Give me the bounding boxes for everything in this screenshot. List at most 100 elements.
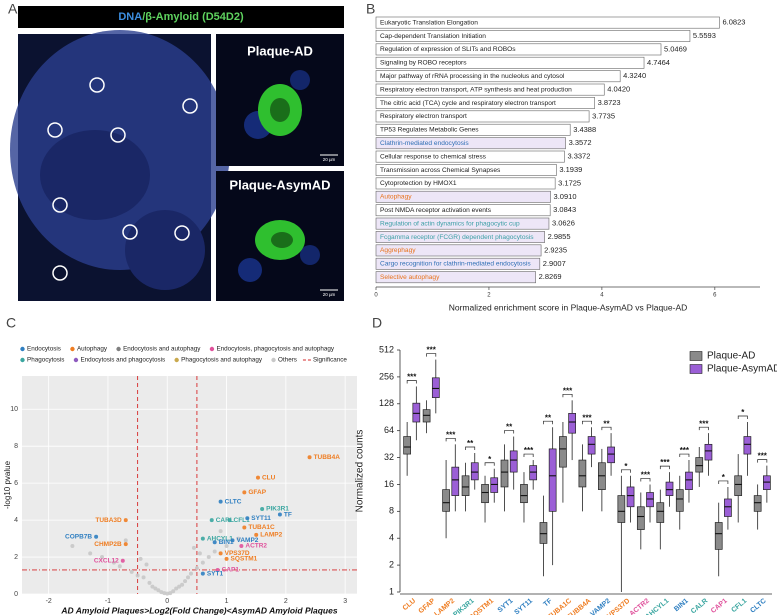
panel-label: C [6,315,16,331]
point-label: COPB7B [65,533,92,540]
box [568,413,576,434]
significance-label: *** [660,458,670,467]
title-rest: /β-Amyloid (D54D2) [142,11,244,23]
value-label: 3.4388 [573,125,596,134]
significance-label: ** [467,439,474,448]
point [147,580,152,585]
y-tick-label: 2 [389,559,394,569]
point [200,571,205,576]
point [171,589,176,594]
point [180,582,185,587]
value-label: 3.0910 [554,192,577,201]
significance-label: ** [603,419,610,428]
point [123,538,128,543]
x-tick-label: TF [542,597,554,608]
point [120,558,125,563]
box [714,522,723,550]
box [451,466,460,496]
panel-label: D [372,315,382,331]
y-tick-label: 256 [379,371,394,381]
panel-label: A [8,1,18,17]
bar [375,70,621,83]
point [245,516,250,521]
significance-label: *** [758,452,768,461]
point [206,555,211,560]
bar-label: Clathrin-mediated endocytosis [380,140,469,147]
roi-circles [47,77,198,281]
point [183,579,188,584]
significance-bracket [406,380,417,384]
plot-background [22,376,357,594]
legend-label: Phagocytosis [27,357,64,364]
value-label: 6.0823 [722,18,745,27]
y-tick-label: 8 [389,506,394,516]
significance-bracket [737,415,748,420]
value-label: 4.0420 [607,85,630,94]
bar-label: Cargo recognition for clathrin-mediated … [380,261,531,268]
box [607,446,615,464]
point-label: CXCL12 [94,557,119,564]
box [559,436,567,468]
point [174,586,179,591]
legend-label: Endocytosis and autophagy [123,346,201,353]
point-label: TF [284,511,292,518]
point [188,571,193,576]
point [215,567,220,572]
point [218,499,223,504]
point-label: TUBB4A [314,454,341,461]
significance-label: *** [427,346,437,355]
legend-marker [689,351,703,361]
significance-bracket [718,480,729,484]
point [239,543,244,548]
point [144,562,149,567]
significance-bracket [523,453,534,458]
x-axis-title: Normalized enrichment score in Plaque-As… [449,302,688,312]
x-tick-label: CFL1 [730,598,748,615]
bar-label: Regulation of expression of SLITs and RO… [380,46,516,53]
value-label: 3.3572 [569,138,592,147]
value-label: 2.9007 [543,259,566,268]
point [138,556,143,561]
box [724,498,732,517]
bar [375,16,720,29]
tissue-dark [40,130,150,220]
point [255,475,260,480]
bar-label: Major pathway of rRNA processing in the … [380,73,565,80]
value-label: 3.1939 [559,165,582,174]
point-label: ACTR2 [245,543,267,550]
point [162,591,167,596]
bar [375,123,571,136]
value-label: 3.1725 [558,178,581,187]
value-label: 2.9855 [548,232,571,241]
value-label: 3.7735 [592,111,615,120]
point-label: GFAP [248,489,266,496]
point [236,536,241,541]
x-axis-title: AD Amyloid Plaques>Log2(Fold Change)<Asy… [60,605,337,615]
point [141,575,146,580]
point [212,549,217,554]
tissue-dark [125,210,205,290]
box [695,457,704,473]
bar-label: Fcgamma receptor (FCGR) dependent phagoc… [380,234,534,241]
bar-label: Cap-dependent Translation Initiation [380,33,486,40]
significance-bracket [562,393,573,398]
point [242,490,247,495]
box [578,459,587,488]
significance-bracket [679,453,690,458]
box [675,489,684,512]
point [177,584,182,589]
point [227,518,232,523]
value-label: 3.3372 [567,152,590,161]
box [704,443,713,461]
panel-a: DNA/β-Amyloid (D54D2) Plaque-AD Plaque-A… [10,6,344,301]
y-tick-label: 4 [14,517,18,524]
point [242,525,247,530]
value-label: 2.8269 [539,272,562,281]
scale-bar-label: 20 µm [323,292,336,297]
y-axis-title: Normalized counts [355,430,366,513]
box [646,492,654,508]
box [529,465,538,481]
point [123,518,128,523]
